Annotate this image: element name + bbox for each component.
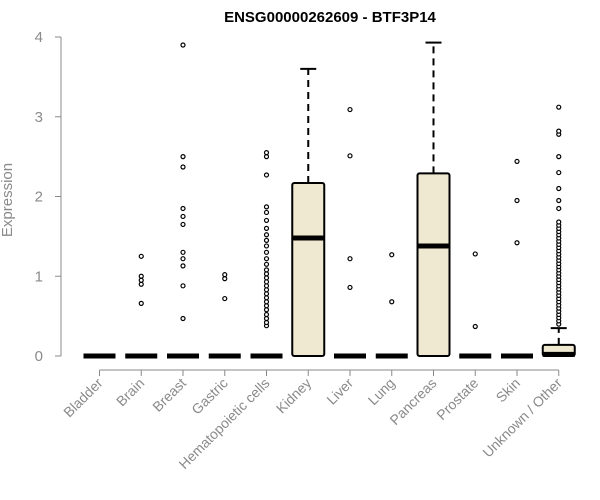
chart-title: ENSG00000262609 - BTF3P14 bbox=[224, 9, 436, 26]
outlier-point bbox=[556, 104, 562, 110]
box-group bbox=[291, 67, 326, 357]
outlier-point bbox=[263, 172, 270, 178]
box-group bbox=[459, 251, 492, 359]
y-axis-label: Expression bbox=[0, 163, 16, 237]
outlier-point bbox=[180, 263, 186, 269]
outlier-point bbox=[347, 256, 353, 262]
outlier-point bbox=[556, 154, 562, 160]
outlier-point bbox=[472, 251, 478, 257]
outlier-point bbox=[180, 283, 186, 289]
box-group bbox=[125, 253, 158, 359]
box-group bbox=[208, 272, 241, 359]
outlier-point bbox=[556, 185, 562, 192]
outlier-point bbox=[263, 204, 270, 210]
outlier-point bbox=[263, 217, 270, 224]
outlier-point bbox=[263, 261, 270, 267]
outlier-point bbox=[263, 249, 270, 255]
outlier-point bbox=[180, 205, 186, 212]
outlier-point bbox=[180, 249, 186, 255]
outlier-point bbox=[180, 164, 186, 170]
x-tick-label: Brain bbox=[113, 375, 147, 409]
outlier-point bbox=[263, 256, 270, 262]
outlier-point bbox=[263, 225, 270, 231]
outlier-point bbox=[138, 253, 144, 259]
box-group bbox=[334, 106, 366, 359]
box-body bbox=[416, 172, 451, 357]
y-tick-label: 3 bbox=[35, 109, 43, 126]
x-tick-label: Kidney bbox=[273, 375, 315, 417]
outlier-point bbox=[263, 311, 270, 318]
outlier-point bbox=[514, 197, 520, 204]
outlier-point bbox=[263, 243, 270, 249]
outlier-point bbox=[180, 213, 186, 220]
outlier-point bbox=[556, 219, 562, 225]
box-group bbox=[501, 158, 533, 359]
x-tick-label: Lung bbox=[365, 375, 398, 408]
outlier-point bbox=[389, 252, 395, 258]
outlier-point bbox=[556, 128, 562, 134]
outlier-point bbox=[556, 197, 562, 204]
y-tick-label: 0 bbox=[35, 348, 43, 365]
box-group bbox=[541, 104, 576, 357]
x-tick-label: Unknown / Other bbox=[479, 375, 565, 461]
outlier-point bbox=[180, 154, 186, 160]
box-group bbox=[167, 42, 199, 359]
outlier-point bbox=[263, 267, 270, 273]
outlier-point bbox=[263, 150, 270, 156]
y-tick-label: 2 bbox=[35, 189, 43, 206]
outlier-point bbox=[222, 295, 228, 302]
outlier-point bbox=[180, 256, 186, 262]
box-group bbox=[375, 252, 408, 359]
plot-area bbox=[83, 41, 576, 359]
outlier-point bbox=[514, 158, 520, 165]
outlier-point bbox=[389, 299, 395, 305]
outlier-point bbox=[263, 209, 270, 216]
x-tick-label: Breast bbox=[149, 375, 189, 415]
y-axis: 0 1 2 3 4 bbox=[35, 29, 62, 365]
box-group bbox=[416, 41, 451, 357]
x-tick-label: Liver bbox=[323, 375, 356, 408]
outlier-point bbox=[263, 237, 270, 243]
outlier-point bbox=[347, 153, 353, 159]
outlier-point bbox=[263, 232, 270, 238]
outlier-point bbox=[347, 284, 353, 291]
box-group bbox=[250, 150, 283, 359]
x-tick-label: Skin bbox=[493, 375, 524, 406]
outlier-point bbox=[138, 273, 144, 279]
outlier-point bbox=[180, 221, 186, 228]
outlier-point bbox=[138, 300, 144, 306]
outlier-point bbox=[514, 240, 520, 246]
x-tick-label: Prostate bbox=[433, 375, 481, 423]
y-tick-label: 4 bbox=[35, 29, 43, 46]
outlier-point bbox=[472, 323, 478, 330]
box-body bbox=[291, 181, 326, 357]
y-tick-label: 1 bbox=[35, 268, 43, 285]
x-tick-label: Bladder bbox=[60, 375, 106, 421]
outlier-point bbox=[556, 169, 562, 176]
outlier-point bbox=[347, 106, 353, 113]
outlier-point bbox=[222, 272, 228, 278]
outlier-point bbox=[180, 315, 186, 322]
outlier-point bbox=[556, 205, 562, 212]
outlier-point bbox=[180, 42, 186, 48]
